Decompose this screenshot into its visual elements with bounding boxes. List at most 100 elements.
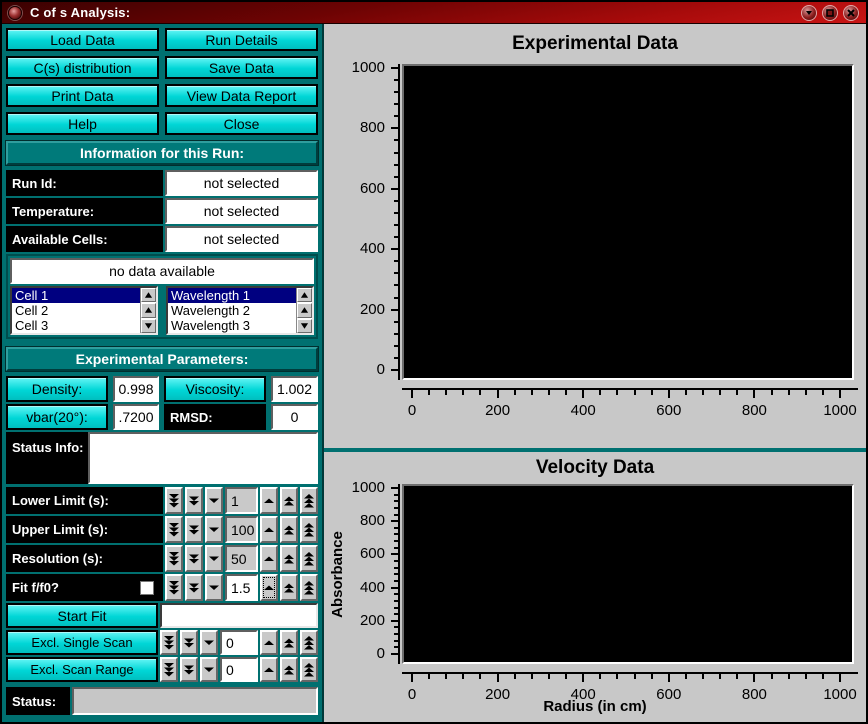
tick [394, 593, 398, 596]
counter-value-field[interactable]: 0 [220, 630, 258, 655]
tick [513, 674, 516, 679]
spin-down-1-icon[interactable] [205, 516, 223, 543]
spin-down-3-icon[interactable] [165, 487, 183, 514]
scroll-up-icon[interactable] [297, 303, 312, 318]
scroll-up-icon[interactable] [297, 288, 312, 303]
run-details-button[interactable]: Run Details [165, 28, 318, 51]
spin-up-1-icon[interactable] [260, 574, 278, 601]
spin-up-2-icon[interactable] [280, 545, 298, 572]
status-info-row: Status Info: [6, 432, 318, 484]
spin-up-2-icon[interactable] [280, 657, 298, 682]
help-button[interactable]: Help [6, 112, 159, 135]
tick [667, 674, 670, 682]
spin-up-3-icon[interactable] [300, 516, 318, 543]
fit-f-f0-checkbox[interactable] [140, 580, 154, 595]
tick [394, 579, 398, 582]
viscosity-button[interactable]: Viscosity: [164, 376, 266, 402]
tick-label: 800 [741, 686, 767, 703]
tick-label: 0 [407, 686, 417, 703]
excl-single-scan-button[interactable]: Excl. Single Scan [6, 630, 158, 655]
list-item[interactable]: Wavelength 1 [168, 288, 296, 303]
upper-limit-s-row: Upper Limit (s): 100 [6, 516, 318, 543]
spin-up-1-icon[interactable] [260, 545, 278, 572]
excl-scan-range-button[interactable]: Excl. Scan Range [6, 657, 158, 682]
spin-up-2-icon[interactable] [280, 516, 298, 543]
counter-value-field[interactable]: 50 [225, 545, 258, 572]
spin-down-1-icon[interactable] [200, 630, 218, 655]
spin-down-1-icon[interactable] [205, 574, 223, 601]
tick [616, 390, 619, 395]
cell-list-items: Cell 1 Cell 2 Cell 3 [12, 288, 140, 333]
spin-up-1-icon[interactable] [260, 487, 278, 514]
spin-up-1-icon[interactable] [260, 657, 278, 682]
view-data-report-button[interactable]: View Data Report [165, 84, 318, 107]
spin-up-3-icon[interactable] [300, 630, 318, 655]
spin-up-1-icon[interactable] [260, 630, 278, 655]
spin-down-2-icon[interactable] [185, 516, 203, 543]
spin-up-2-icon[interactable] [280, 487, 298, 514]
scroll-up-icon[interactable] [141, 303, 156, 318]
start-fit-button[interactable]: Start Fit [6, 603, 158, 628]
spin-down-3-icon[interactable] [160, 630, 178, 655]
maximize-icon[interactable] [822, 4, 838, 21]
spin-down-1-icon[interactable] [200, 657, 218, 682]
list-item[interactable]: Cell 1 [12, 288, 140, 303]
close-button[interactable]: Close [165, 112, 318, 135]
vbar-button[interactable]: vbar(20°): [6, 404, 108, 430]
list-item[interactable]: Cell 3 [15, 318, 49, 333]
spin-up-3-icon[interactable] [300, 487, 318, 514]
save-data-button[interactable]: Save Data [165, 56, 318, 79]
spin-down-2-icon[interactable] [180, 630, 198, 655]
spin-down-2-icon[interactable] [185, 574, 203, 601]
tick-label: 200 [359, 300, 385, 318]
tick [719, 390, 722, 395]
titlebar[interactable]: C of s Analysis: [2, 2, 866, 24]
tick [496, 674, 499, 682]
density-button[interactable]: Density: [6, 376, 108, 402]
tick [462, 390, 465, 395]
status-info-textarea[interactable] [88, 432, 318, 484]
counter-value-field[interactable]: 1 [225, 487, 258, 514]
plot-canvas[interactable] [402, 64, 854, 380]
spin-up-3-icon[interactable] [300, 574, 318, 601]
shade-icon[interactable] [801, 4, 817, 21]
x-axis: 0 200 400 600 800 1000 [402, 672, 858, 706]
load-data-button[interactable]: Load Data [6, 28, 159, 51]
app-icon [8, 5, 22, 20]
spin-down-2-icon[interactable] [180, 657, 198, 682]
tick [394, 79, 398, 82]
spin-down-3-icon[interactable] [165, 574, 183, 601]
tick [462, 674, 465, 679]
scroll-down-icon[interactable] [297, 318, 312, 333]
tick [736, 674, 739, 679]
list-item[interactable]: Cell 2 [15, 303, 49, 318]
spin-up-3-icon[interactable] [300, 545, 318, 572]
spin-down-2-icon[interactable] [185, 487, 203, 514]
scroll-down-icon[interactable] [141, 318, 156, 333]
spin-down-1-icon[interactable] [205, 487, 223, 514]
spin-down-1-icon[interactable] [205, 545, 223, 572]
counter-value-field[interactable]: 1.5 [225, 574, 258, 601]
counter-value-field[interactable]: 100 [225, 516, 258, 543]
c-s-distribution-button[interactable]: C(s) distribution [6, 56, 159, 79]
spin-up-2-icon[interactable] [280, 574, 298, 601]
spin-down-3-icon[interactable] [165, 545, 183, 572]
list-item[interactable]: Wavelength 2 [171, 303, 251, 318]
close-icon[interactable] [843, 4, 859, 21]
spin-down-3-icon[interactable] [165, 516, 183, 543]
spin-up-3-icon[interactable] [300, 657, 318, 682]
spin-down-2-icon[interactable] [185, 545, 203, 572]
tick [821, 390, 824, 395]
plot-canvas[interactable] [402, 484, 854, 664]
spin-up-1-icon[interactable] [260, 516, 278, 543]
spin-up-2-icon[interactable] [280, 630, 298, 655]
counter-value-field[interactable]: 0 [220, 657, 258, 682]
spin-down-3-icon[interactable] [160, 657, 178, 682]
list-item[interactable]: Wavelength 3 [171, 318, 251, 333]
tick [530, 674, 533, 679]
tick-label: 600 [656, 686, 682, 703]
scroll-up-icon[interactable] [141, 288, 156, 303]
tick [394, 493, 398, 496]
print-data-button[interactable]: Print Data [6, 84, 159, 107]
tick [394, 613, 398, 616]
